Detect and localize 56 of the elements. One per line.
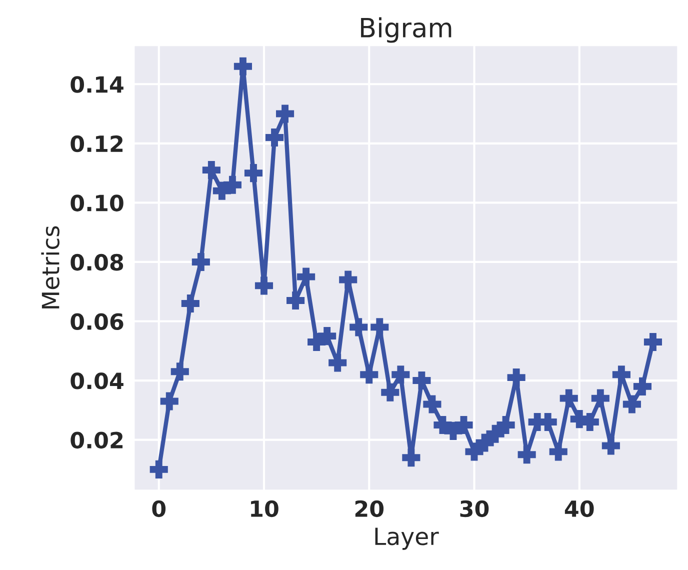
x-tick-label: 30 (460, 500, 489, 518)
point (181, 294, 200, 312)
point (328, 354, 347, 372)
y-tick-label: 0.06 (70, 313, 124, 330)
point (549, 442, 568, 461)
point (644, 332, 662, 352)
point (476, 434, 494, 452)
point (402, 448, 420, 467)
point (339, 270, 358, 289)
x-tick-label: 0 (152, 500, 166, 518)
point (286, 291, 305, 310)
y-tick-label: 0.14 (70, 76, 124, 93)
point (350, 318, 368, 336)
point (150, 460, 168, 478)
point (486, 424, 504, 443)
point (192, 252, 210, 271)
point (580, 413, 599, 432)
point (496, 416, 515, 434)
point (454, 416, 473, 434)
point (223, 176, 242, 194)
point (622, 395, 641, 414)
y-tick-label: 0.04 (70, 372, 124, 390)
y-tick-label: 0.10 (70, 194, 124, 212)
point (612, 366, 630, 384)
point (560, 389, 578, 408)
y-tick-label: 0.02 (70, 432, 123, 449)
point (591, 389, 610, 408)
point (297, 268, 316, 286)
x-tick-label: 40 (564, 500, 594, 518)
point (318, 327, 336, 346)
point (234, 57, 252, 76)
point (360, 366, 378, 384)
point (381, 383, 400, 402)
x-tick-label: 10 (251, 500, 278, 518)
point (202, 161, 220, 180)
point (412, 372, 431, 390)
y-tick-label: 0.08 (70, 254, 124, 271)
point (518, 446, 536, 464)
point (170, 362, 189, 381)
point (160, 392, 178, 410)
point (265, 128, 284, 147)
point (602, 436, 620, 455)
point (465, 442, 484, 461)
x-axis-title: Layer (375, 528, 439, 550)
point (276, 104, 294, 123)
point (370, 318, 389, 336)
x-tick-label: 20 (355, 500, 384, 518)
y-tick-label: 0.12 (70, 135, 123, 152)
point (254, 276, 274, 295)
point (507, 368, 526, 387)
point (633, 377, 652, 396)
point (392, 366, 410, 384)
point (423, 395, 442, 414)
y-axis-title: Metrics (41, 226, 60, 308)
chart-title: Bigram (361, 17, 452, 43)
point (244, 164, 263, 182)
